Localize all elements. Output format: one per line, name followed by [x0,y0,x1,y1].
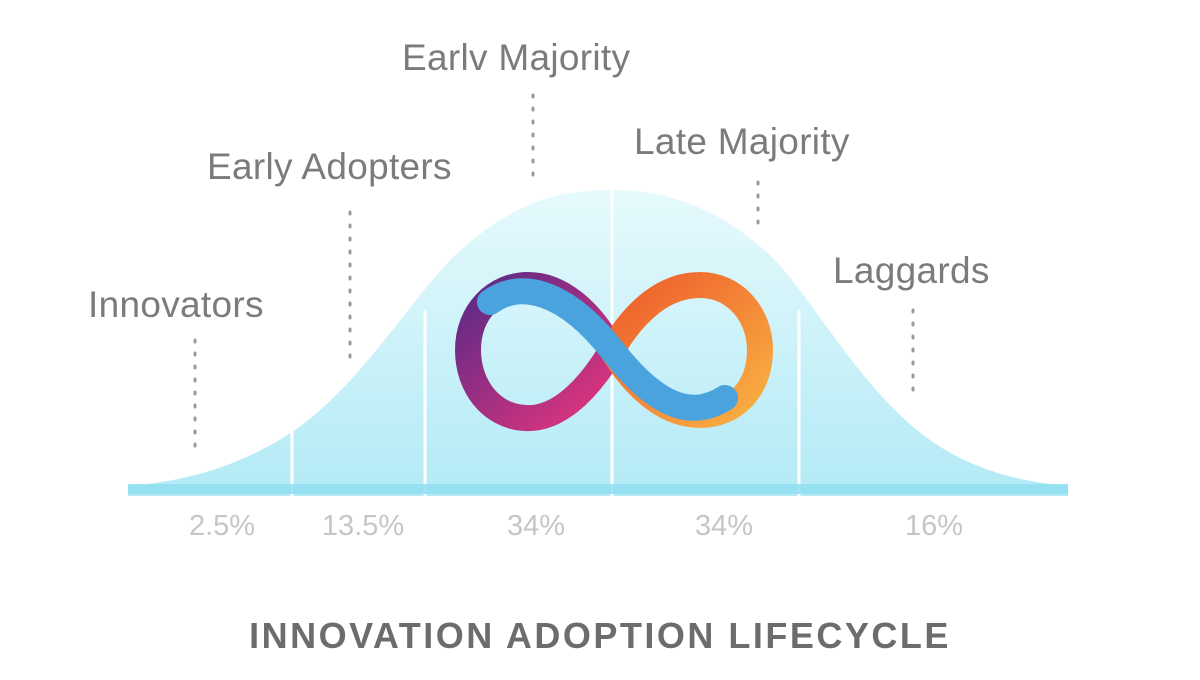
segment-label-early-adopters: Early Adopters [207,146,452,187]
segment-percent-early-adopters: 13.5% [321,510,405,542]
segment-percent-early-majority: 34% [506,510,566,542]
segment-label-late-majority: Late Majority [634,121,850,162]
segment-percent-late-majority: 34% [694,510,754,542]
segment-percent-innovators: 2.5% [188,510,256,542]
segment-label-laggards: Laggards [833,250,990,291]
infinity-logo-icon [454,271,774,432]
segment-label-early-majority: Earlv Majority [402,37,631,78]
diagram-title: INNOVATION ADOPTION LIFECYCLE [249,615,951,656]
baseline-bar [128,484,1068,494]
segment-label-innovators: Innovators [88,284,264,325]
segment-percent-laggards: 16% [904,510,964,542]
